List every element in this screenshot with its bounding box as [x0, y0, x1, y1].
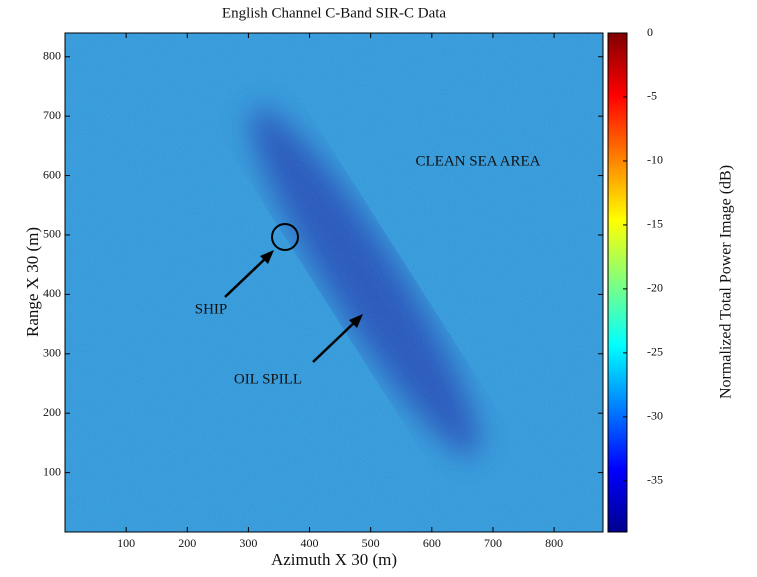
ship-circle	[271, 223, 299, 251]
annotation: SHIP	[195, 301, 228, 317]
colorbar-label: Normalized Total Power Image (dB)	[718, 165, 735, 399]
x-tick-label: 400	[301, 536, 319, 550]
x-tick-label: 300	[239, 536, 257, 550]
y-tick-label: 200	[43, 405, 61, 419]
x-tick-label: 500	[362, 536, 380, 550]
annotation: OIL SPILL	[234, 371, 302, 387]
colorbar-tick-label: -35	[647, 473, 663, 487]
colorbar-tick-label: -30	[647, 409, 663, 423]
arrow-head	[260, 250, 274, 264]
colorbar-tick-label: -15	[647, 217, 663, 231]
colorbar-tick-label: -25	[647, 345, 663, 359]
arrow	[224, 255, 269, 298]
colorbar-tick-label: 0	[647, 25, 653, 39]
arrow	[312, 319, 358, 363]
x-tick-label: 800	[545, 536, 563, 550]
y-tick-label: 700	[43, 108, 61, 122]
y-tick-label: 400	[43, 286, 61, 300]
colorbar	[607, 32, 628, 533]
y-tick-label: 600	[43, 167, 61, 181]
y-tick-label: 500	[43, 227, 61, 241]
x-tick-label: 100	[117, 536, 135, 550]
x-tick-label: 700	[484, 536, 502, 550]
x-tick-label: 600	[423, 536, 441, 550]
y-axis-label: Range X 30 (m)	[23, 227, 42, 337]
x-axis-label: Azimuth X 30 (m)	[271, 550, 397, 569]
y-tick-label: 300	[43, 346, 61, 360]
colorbar-tick-label: -20	[647, 281, 663, 295]
x-tick-label: 200	[178, 536, 196, 550]
y-tick-label: 800	[43, 49, 61, 63]
y-tick-label: 100	[43, 464, 61, 478]
chart-title: English Channel C-Band SIR-C Data	[222, 5, 446, 21]
annotations	[224, 223, 363, 363]
colorbar-tick-label: -10	[647, 153, 663, 167]
colorbar-tick-label: -5	[647, 89, 657, 103]
image-noise	[65, 33, 603, 532]
axes-frame	[64, 32, 604, 533]
annotation: CLEAN SEA AREA	[415, 153, 540, 169]
arrow-head	[349, 314, 363, 328]
image	[64, 32, 604, 533]
